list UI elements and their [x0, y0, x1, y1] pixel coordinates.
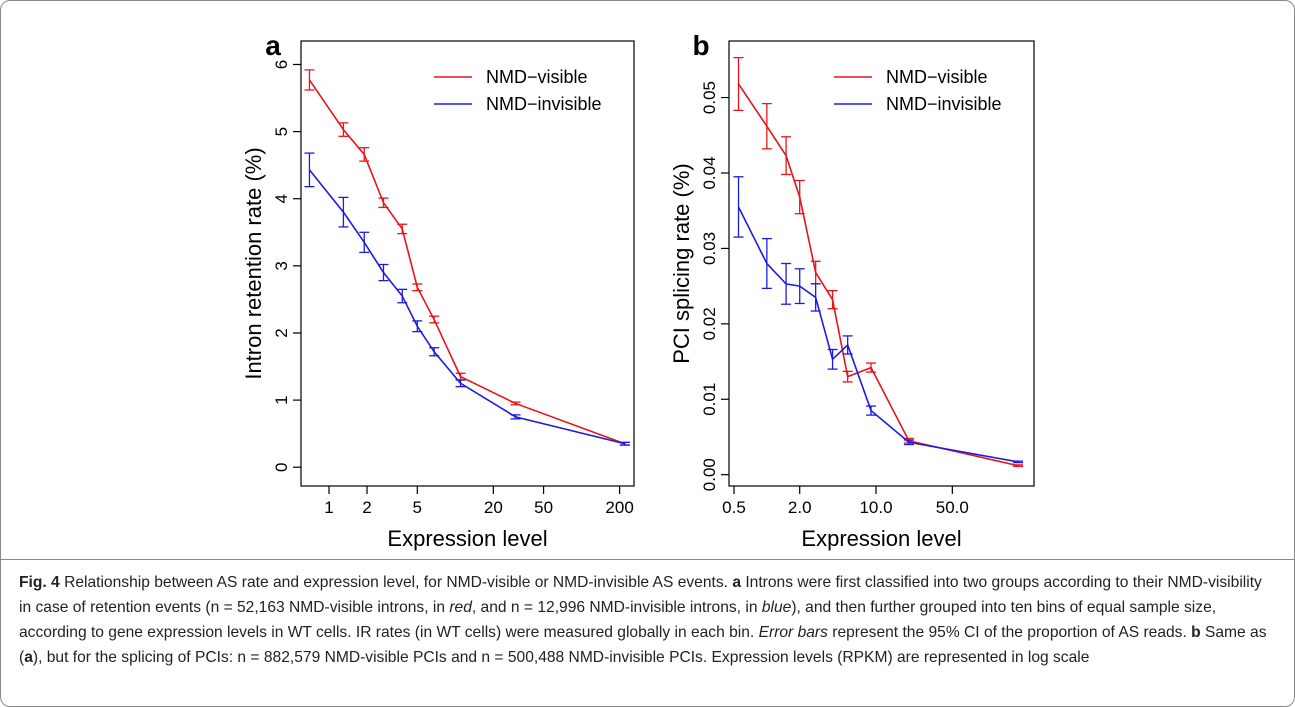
y-tick-label: 0	[272, 462, 291, 471]
caption-run: represent the 95% CI of the proportion o…	[827, 624, 1192, 641]
error-bar	[510, 401, 521, 406]
error-bar	[794, 268, 805, 305]
x-axis-title: Expression level	[801, 526, 961, 551]
caption-run: red	[449, 599, 472, 616]
series-line	[737, 206, 1019, 463]
y-tick-label: 2	[272, 328, 291, 337]
error-bar	[1013, 460, 1024, 464]
legend-label: NMD−invisible	[886, 94, 1002, 114]
caption-run: b	[1191, 624, 1201, 641]
y-tick-label: 0.01	[700, 383, 719, 416]
error-bar	[378, 197, 389, 209]
series-line	[308, 79, 626, 445]
legend-label: NMD−invisible	[486, 94, 602, 114]
error-bar	[455, 379, 466, 388]
panel-label: a	[265, 30, 281, 61]
x-tick-label: 5	[413, 498, 422, 517]
series-line	[308, 169, 626, 445]
y-tick-label: 6	[272, 60, 291, 69]
y-tick-label: 0.03	[700, 232, 719, 265]
caption-run: blue	[761, 599, 792, 616]
y-axis-title: PCI splicing rate (%)	[669, 163, 694, 364]
legend-label: NMD−visible	[886, 67, 988, 87]
error-bar	[412, 320, 423, 333]
error-bar	[903, 439, 914, 446]
caption-run: , and n = 12,996 NMD-invisible introns, …	[471, 599, 762, 616]
x-tick-label: 2.0	[788, 498, 812, 517]
caption-run: a	[732, 574, 741, 591]
y-tick-label: 1	[272, 395, 291, 404]
x-tick-label: 50	[534, 498, 553, 517]
error-bar	[338, 196, 349, 228]
error-bar	[827, 348, 838, 370]
error-bar	[1013, 464, 1024, 468]
y-tick-label: 0.00	[700, 458, 719, 491]
error-bar	[359, 147, 370, 162]
y-tick-label: 0.04	[700, 156, 719, 189]
caption-run: Introns were first classified into two g…	[19, 574, 1262, 616]
error-bar	[842, 335, 853, 355]
y-tick-label: 3	[272, 261, 291, 270]
caption: Fig. 4 Relationship between AS rate and …	[1, 559, 1294, 670]
x-tick-label: 2	[362, 498, 371, 517]
error-bar	[359, 231, 370, 254]
error-bar	[412, 283, 423, 292]
error-bar	[397, 288, 408, 304]
error-bar	[842, 370, 853, 383]
y-axis-title: Intron retention rate (%)	[241, 147, 266, 379]
caption-run: ), and then further grouped into ten bin…	[19, 599, 1217, 641]
x-tick-label: 1	[324, 498, 333, 517]
series-line	[737, 83, 1019, 467]
plot-box	[300, 40, 635, 487]
error-bar	[338, 122, 349, 137]
error-bar	[510, 414, 521, 420]
error-bar	[810, 283, 821, 312]
caption-run: Error bars	[758, 624, 828, 641]
x-tick-label: 50.0	[936, 498, 969, 517]
caption-run: Relationship between AS rate and express…	[59, 574, 733, 591]
error-bar	[781, 136, 792, 176]
charts: a 0 1 2 3 4 5 6 1 2 5 20 50 200 Expression level Intron…	[241, 30, 1035, 551]
x-tick-label: 20	[484, 498, 503, 517]
error-bar	[827, 290, 838, 310]
error-bar	[397, 223, 408, 235]
x-axis-title: Expression level	[387, 526, 547, 551]
error-bar	[429, 347, 440, 357]
error-bar	[810, 260, 821, 285]
y-tick-label: 0.05	[700, 81, 719, 114]
y-tick-label: 0.02	[700, 307, 719, 340]
caption-run: Same as (	[19, 624, 1267, 666]
error-bar	[781, 262, 792, 305]
error-bar	[304, 152, 315, 188]
x-tick-label: 0.5	[722, 498, 746, 517]
error-bar	[429, 315, 440, 324]
error-bar	[866, 405, 877, 416]
error-bar	[794, 179, 805, 215]
x-tick-label: 10.0	[859, 498, 892, 517]
y-tick-label: 5	[272, 127, 291, 136]
legend-label: NMD−visible	[486, 67, 588, 87]
error-bar	[619, 441, 630, 446]
panel-label: b	[692, 30, 709, 61]
error-bar	[733, 176, 744, 238]
error-bar	[304, 69, 315, 91]
error-bar	[378, 263, 389, 282]
y-tick-label: 4	[272, 194, 291, 203]
plot-box	[728, 40, 1035, 487]
error-bar	[866, 362, 877, 373]
error-bar	[733, 56, 744, 112]
caption-run: Fig. 4	[19, 574, 60, 591]
error-bar	[761, 102, 772, 150]
caption-run: ), but for the splicing of PCIs: n = 882…	[32, 649, 1090, 666]
x-tick-label: 200	[605, 498, 633, 517]
error-bar	[761, 237, 772, 290]
caption-run: a	[24, 649, 33, 666]
